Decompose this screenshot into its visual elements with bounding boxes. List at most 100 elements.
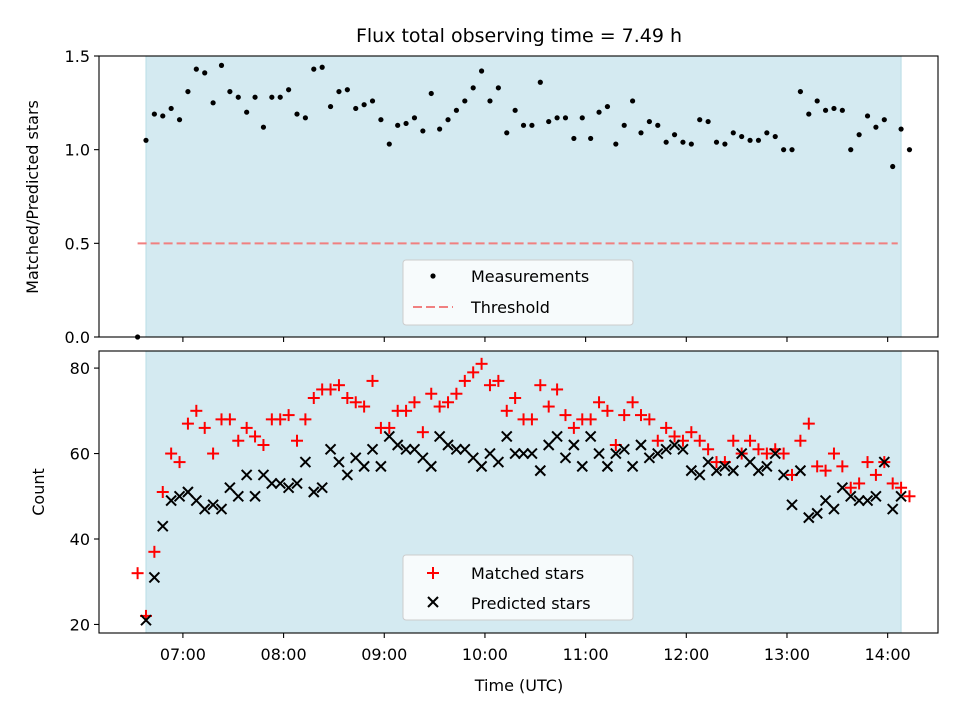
predicted-star-point	[417, 452, 429, 464]
predicted-star-point	[895, 490, 907, 502]
matched-star-point	[744, 434, 757, 447]
predicted-star-point	[266, 477, 278, 490]
matched-star-point	[492, 374, 505, 387]
predicted-star-point	[744, 456, 756, 468]
matched-star-point	[400, 404, 413, 417]
measurement-point	[269, 94, 275, 100]
measurement-point	[260, 124, 267, 130]
legend-matched-label: Matched stars	[471, 564, 584, 583]
measurement-point	[369, 98, 376, 104]
matched-star-point	[458, 374, 471, 387]
predicted-star-point	[542, 439, 555, 451]
matched-star-point	[693, 434, 706, 447]
predicted-star-point	[459, 443, 471, 455]
matched-star-point	[274, 413, 287, 426]
predicted-star-point	[375, 460, 387, 473]
x-axis-label: Time (UTC)	[474, 676, 563, 695]
matched-star-point	[777, 447, 790, 460]
matched-star-point	[332, 379, 345, 392]
matched-star-point	[660, 421, 673, 434]
ratio-panel-frame	[98, 55, 939, 338]
predicted-star-point	[803, 511, 815, 524]
matched-star-point	[551, 383, 564, 396]
matched-star-point	[869, 468, 882, 481]
matched-star-point	[727, 434, 740, 447]
measurement-point	[453, 107, 460, 113]
ratio-y-tick-label: 1.0	[65, 141, 90, 160]
matched-star-point	[861, 456, 874, 469]
predicted-star-point	[886, 503, 899, 515]
matched-star-point	[819, 464, 832, 477]
measurement-point	[504, 130, 510, 136]
ratio-legend-box	[402, 259, 634, 326]
predicted-star-point	[752, 464, 765, 477]
legend-predicted-marker	[427, 596, 439, 608]
predicted-star-point	[308, 486, 320, 498]
predicted-star-point	[626, 460, 639, 473]
matched-star-point	[618, 409, 631, 422]
measurement-point	[655, 122, 661, 128]
predicted-star-point	[853, 494, 865, 507]
measurement-point	[336, 88, 342, 95]
count-y-tick-label: 20	[70, 615, 90, 634]
chart-title: Flux total observing time = 7.49 h	[356, 25, 682, 47]
predicted-star-point	[777, 469, 790, 481]
predicted-star-point	[584, 430, 597, 443]
predicted-star-point	[811, 507, 823, 520]
predicted-star-point	[677, 443, 689, 455]
measurement-point	[478, 68, 485, 74]
measurement-point	[378, 117, 384, 123]
count-y-tick-label: 60	[70, 445, 90, 464]
matched-star-point	[567, 421, 580, 434]
matched-star-point	[601, 404, 614, 417]
matched-star-point	[156, 486, 169, 498]
predicted-star-point	[433, 430, 446, 443]
predicted-star-point	[425, 460, 437, 473]
matched-star-point	[358, 400, 371, 413]
matched-star-point	[584, 413, 597, 426]
predicted-star-point	[400, 443, 412, 455]
measurement-point	[311, 66, 317, 72]
measurement-point	[646, 118, 652, 125]
predicted-star-point	[324, 443, 337, 455]
matched-star-point	[542, 400, 555, 413]
measurement-point	[848, 147, 854, 153]
matched-star-point	[165, 447, 178, 460]
measurement-point	[529, 122, 535, 128]
legend-threshold-label: Threshold	[470, 298, 550, 317]
measurement-point	[596, 109, 602, 115]
predicted-star-point	[652, 447, 664, 460]
predicted-star-point	[786, 499, 798, 511]
predicted-star-point	[173, 490, 186, 502]
predicted-star-point	[845, 490, 857, 502]
measurement-point	[890, 163, 896, 170]
predicted-star-point	[408, 443, 421, 455]
matched-star-point	[534, 379, 547, 392]
measurement-point	[772, 133, 778, 140]
predicted-star-point	[257, 469, 270, 481]
legend-predicted-label: Predicted stars	[471, 594, 591, 613]
matched-star-point	[509, 392, 522, 404]
predicted-star-point	[735, 447, 748, 460]
predicted-star-point	[828, 503, 840, 515]
measurement-point	[789, 147, 795, 153]
predicted-star-point	[559, 452, 572, 464]
measurement-point	[386, 141, 392, 147]
predicted-star-point	[702, 456, 714, 468]
measurement-point	[755, 137, 762, 143]
matched-star-point	[416, 426, 429, 439]
predicted-star-point	[610, 447, 622, 460]
predicted-star-point	[618, 443, 630, 455]
matched-star-point	[190, 404, 203, 417]
matched-star-point	[249, 430, 262, 443]
measurement-point	[898, 126, 904, 132]
predicted-star-point	[601, 460, 614, 473]
predicted-star-point	[450, 443, 463, 455]
measurement-point	[705, 118, 711, 125]
measurement-point	[487, 98, 493, 104]
measurement-point	[252, 94, 258, 100]
predicted-star-point	[685, 464, 698, 477]
matched-star-point	[307, 392, 320, 404]
predicted-star-point	[861, 494, 874, 507]
